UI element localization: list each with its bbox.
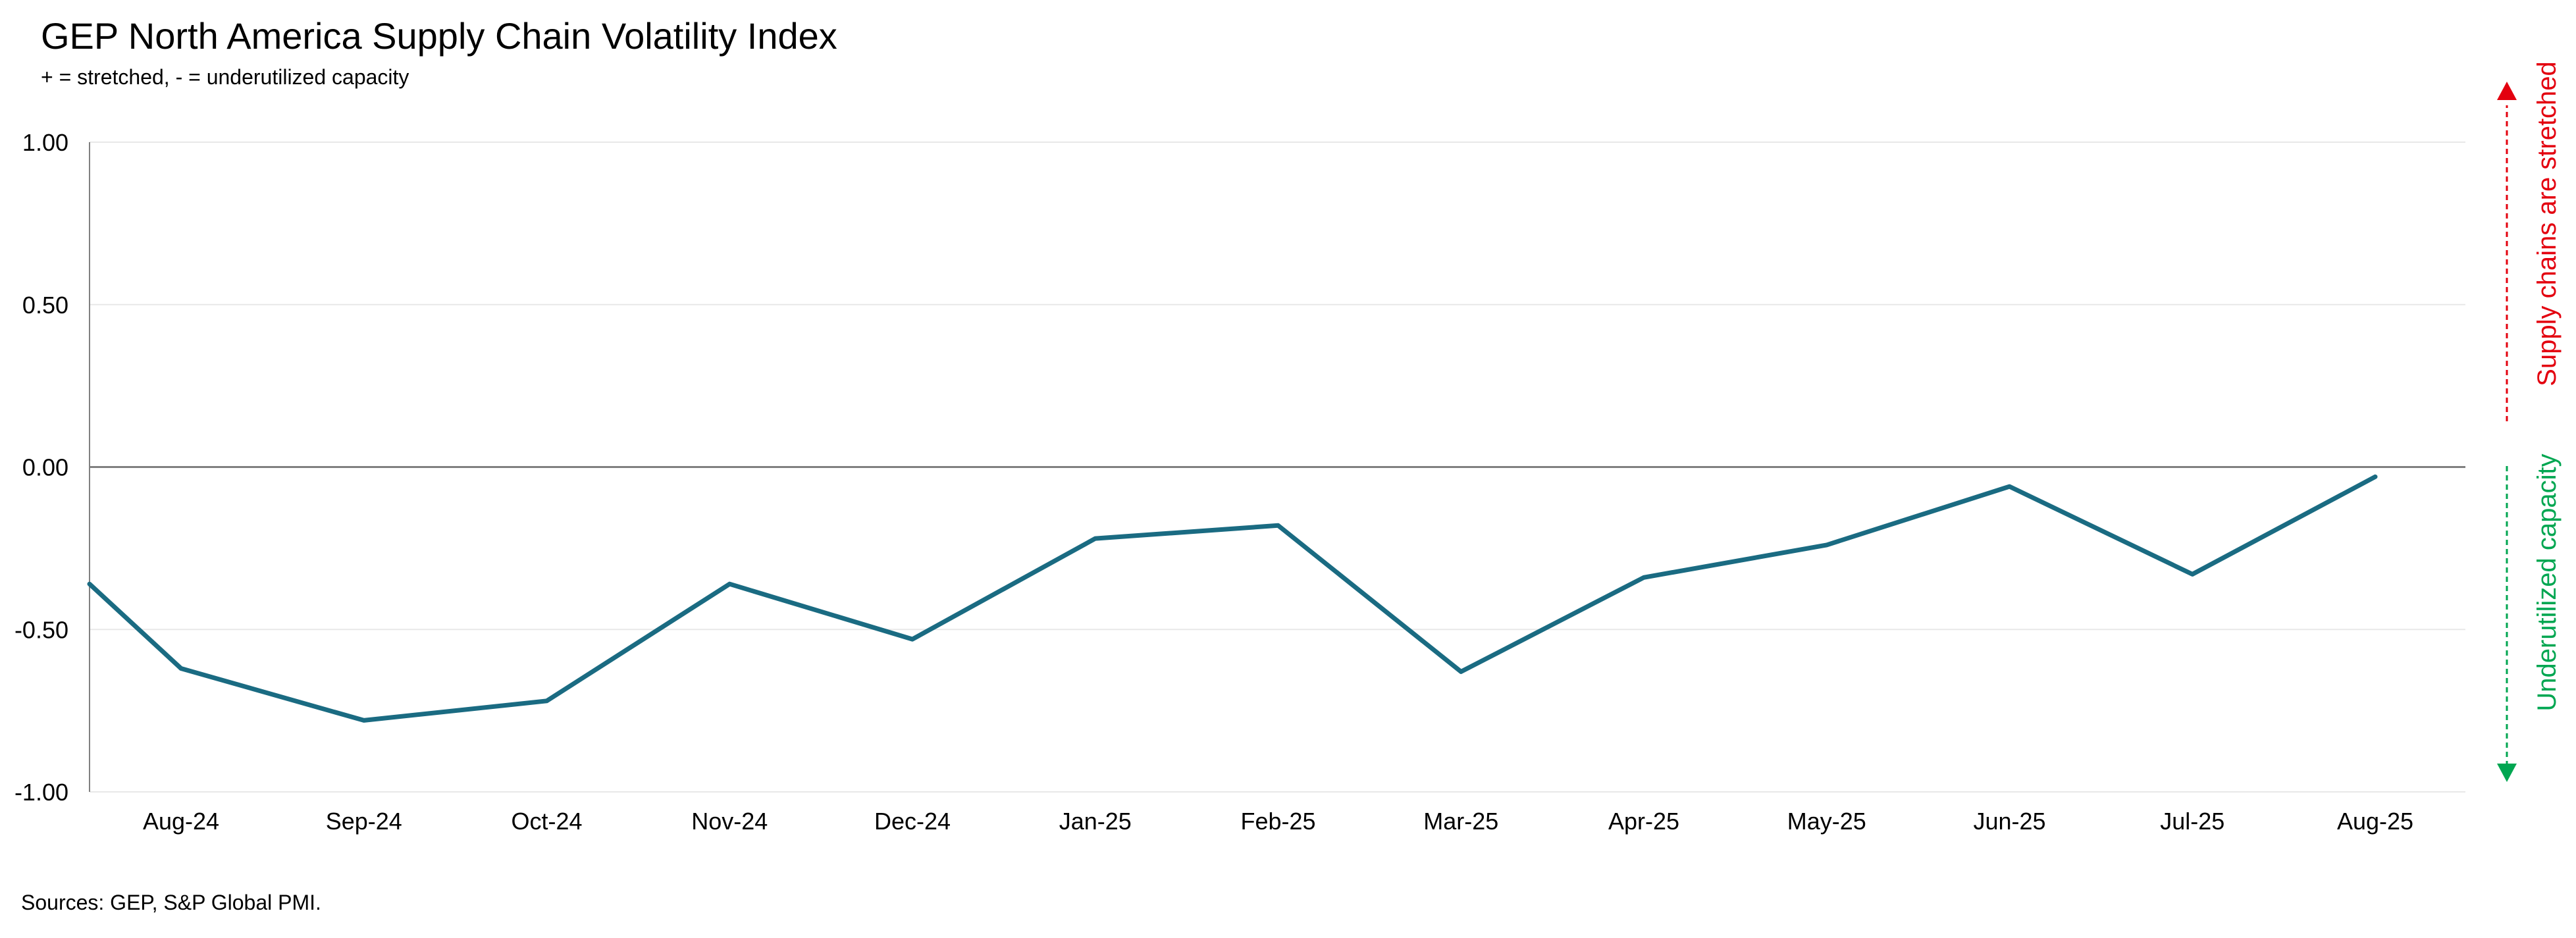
annotation-layer: Supply chains are stretched Underutilized… — [2497, 61, 2562, 782]
data-point — [910, 637, 914, 642]
data-point — [2190, 572, 2195, 577]
underutilized-arrow-head — [2497, 764, 2517, 782]
x-tick-label: Aug-24 — [143, 808, 219, 835]
stretched-annotation: Supply chains are stretched — [2533, 61, 2562, 386]
x-tick-label: Sep-24 — [326, 808, 402, 835]
x-tick-label: Jul-25 — [2160, 808, 2224, 835]
data-point — [727, 582, 732, 586]
x-tick-label: Mar-25 — [1423, 808, 1498, 835]
y-tick-label: 0.50 — [22, 292, 68, 319]
x-tick-label: Aug-25 — [2337, 808, 2413, 835]
x-tick-label: Jan-25 — [1059, 808, 1132, 835]
data-point — [179, 666, 183, 671]
chart-subtitle: + = stretched, - = underutilized capacit… — [41, 65, 409, 89]
data-point — [1642, 575, 1646, 580]
x-tick-label: Apr-25 — [1608, 808, 1679, 835]
chart-title: GEP North America Supply Chain Volatilit… — [41, 15, 837, 57]
data-point — [361, 718, 366, 723]
x-tick-label: Jun-25 — [1973, 808, 2045, 835]
data-point — [2373, 475, 2377, 479]
x-tick-label: Oct-24 — [511, 808, 582, 835]
y-tick-label: 1.00 — [22, 129, 68, 156]
data-point — [1276, 523, 1280, 528]
stretched-arrow-head — [2497, 82, 2517, 100]
y-tick-label: -1.00 — [14, 779, 68, 806]
underutilized-annotation: Underutilized capacity — [2533, 454, 2562, 711]
grid-layer — [90, 142, 2465, 793]
data-point — [544, 698, 549, 703]
series-line — [87, 474, 2378, 723]
data-point — [1093, 536, 1097, 541]
series-layer — [87, 474, 2378, 723]
x-tick-label: Feb-25 — [1240, 808, 1315, 835]
source-note: Sources: GEP, S&P Global PMI. — [21, 891, 321, 914]
data-point — [1824, 542, 1829, 547]
data-point — [2007, 484, 2012, 489]
y-tick-label: 0.00 — [22, 454, 68, 481]
x-tick-label: May-25 — [1787, 808, 1866, 835]
x-tick-label: Nov-24 — [691, 808, 768, 835]
y-tick-label: -0.50 — [14, 616, 68, 643]
x-tick-label: Dec-24 — [874, 808, 951, 835]
data-point — [1459, 669, 1463, 674]
axis-layer: 1.00 0.50 0.00 -0.50 -1.00 Aug-24 Sep-24 Oct-24… — [14, 129, 2413, 835]
